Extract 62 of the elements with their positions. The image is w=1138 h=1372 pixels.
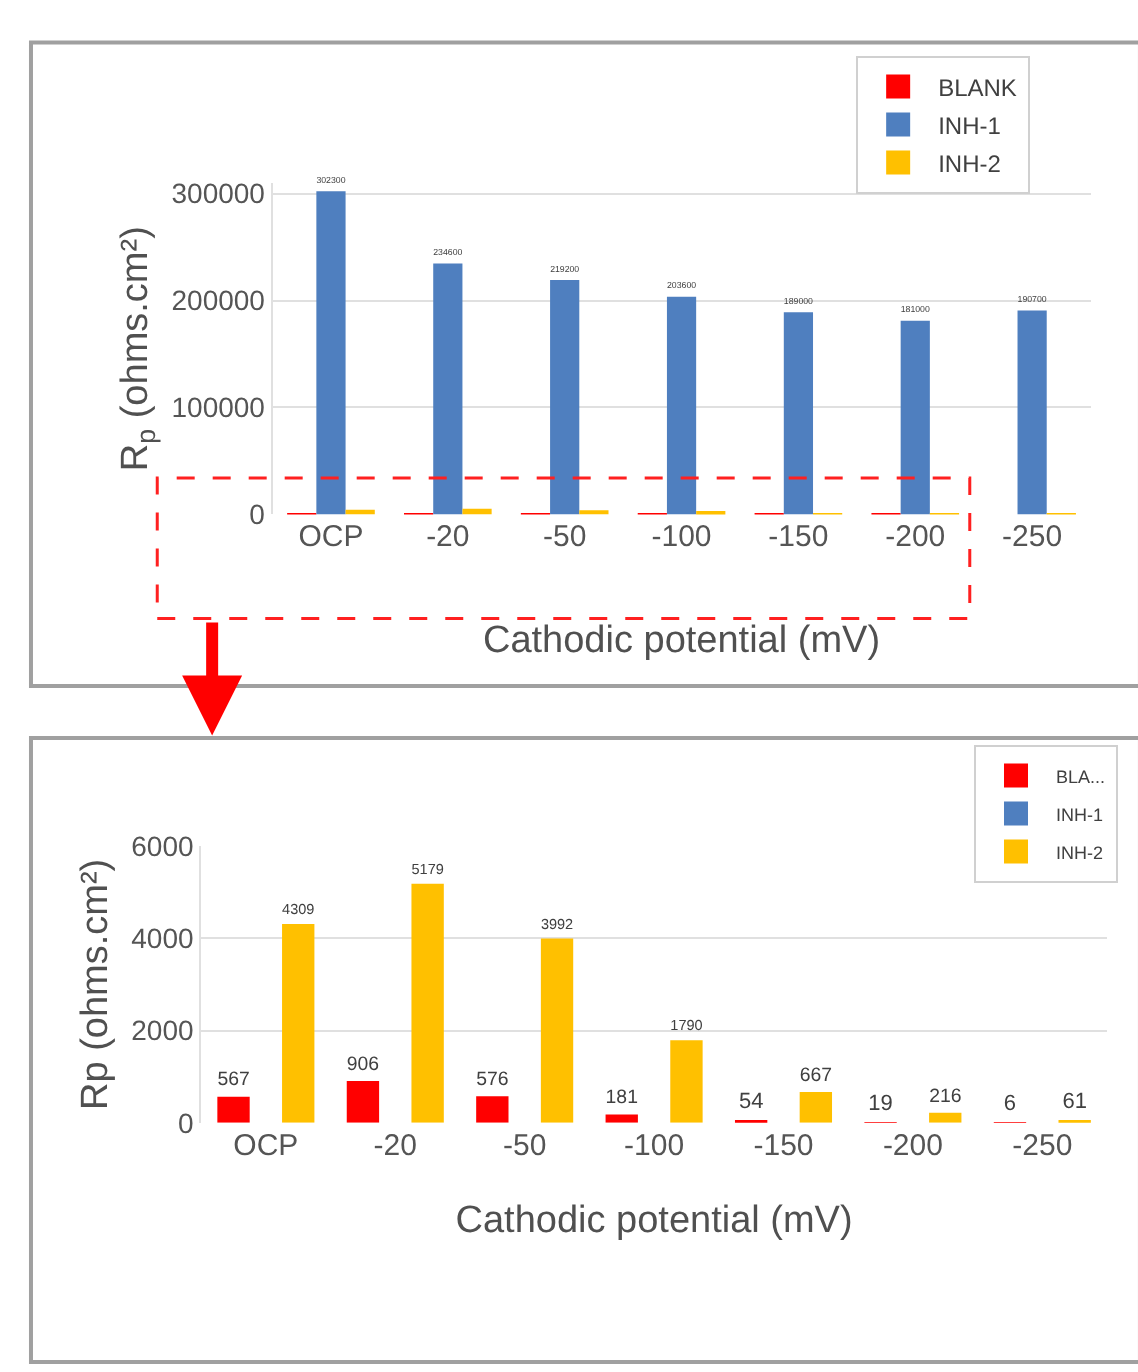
y-axis-title: Rp (ohms.cm²)	[74, 858, 117, 1110]
y-tick-label: 0	[177, 1106, 194, 1139]
bar	[666, 296, 697, 515]
data-label: 906	[346, 1053, 380, 1076]
x-tick-label: -150	[753, 1128, 814, 1163]
y-tick-label: 0	[249, 498, 266, 531]
legend-label: BLANK	[938, 73, 1017, 102]
x-tick-label: OCP	[233, 1128, 299, 1163]
x-tick-label: -200	[885, 520, 946, 555]
bar	[476, 1096, 509, 1123]
x-tick-label: -250	[1012, 1128, 1073, 1163]
bar	[900, 320, 930, 515]
bar	[217, 1096, 250, 1123]
data-label: 6	[1003, 1091, 1017, 1116]
x-tick-label: -50	[503, 1128, 547, 1163]
data-label: 181	[605, 1087, 638, 1110]
legend-label: INH-1	[1056, 804, 1104, 825]
x-tick-label: -150	[768, 520, 829, 555]
legend-label: INH-2	[1056, 842, 1104, 863]
y-tick-label: 200000	[171, 284, 266, 317]
bar	[411, 883, 444, 1123]
data-label: 61	[1062, 1089, 1087, 1114]
y-tick-label: 4000	[131, 922, 194, 954]
data-label: 3992	[540, 914, 574, 933]
y-tick-label: 300000	[171, 177, 266, 210]
data-label: 1790	[670, 1016, 703, 1035]
bar	[783, 312, 814, 515]
legend-label: BLA...	[1056, 766, 1106, 787]
x-axis-title: Cathodic potential (mV)	[455, 1200, 853, 1243]
x-tick-label: -200	[882, 1128, 943, 1163]
bar	[316, 191, 346, 515]
legend-label: INH-1	[938, 111, 1002, 140]
data-label: 4309	[282, 899, 315, 918]
data-label: 667	[799, 1064, 832, 1087]
y-tick-label: 6000	[131, 829, 194, 862]
bar	[433, 263, 463, 515]
y-tick-label: 2000	[131, 1014, 194, 1047]
bar	[670, 1040, 703, 1123]
data-label: 5179	[411, 859, 444, 878]
x-tick-label: -250	[1002, 520, 1063, 555]
bar	[462, 508, 492, 515]
bar	[1017, 310, 1047, 515]
legend-label: INH-2	[938, 149, 1002, 178]
x-tick-label: -20	[373, 1128, 417, 1163]
bar	[282, 923, 315, 1123]
bar	[550, 280, 580, 515]
bar	[605, 1114, 638, 1123]
data-label: 216	[929, 1085, 962, 1108]
bar	[540, 938, 574, 1123]
x-tick-label: -100	[651, 520, 712, 555]
x-axis-title: Cathodic potential (mV)	[483, 620, 881, 662]
data-label: 19	[868, 1091, 893, 1116]
data-label: 54	[738, 1089, 764, 1114]
x-tick-label: -20	[426, 520, 470, 555]
data-label: 576	[476, 1068, 509, 1091]
x-tick-label: -100	[624, 1128, 685, 1163]
y-tick-label: 100000	[171, 391, 266, 424]
data-label: 567	[217, 1069, 250, 1092]
x-tick-label: -50	[542, 520, 587, 555]
x-tick-label: OCP	[298, 520, 364, 555]
bar	[346, 1080, 380, 1123]
bar	[799, 1092, 833, 1123]
